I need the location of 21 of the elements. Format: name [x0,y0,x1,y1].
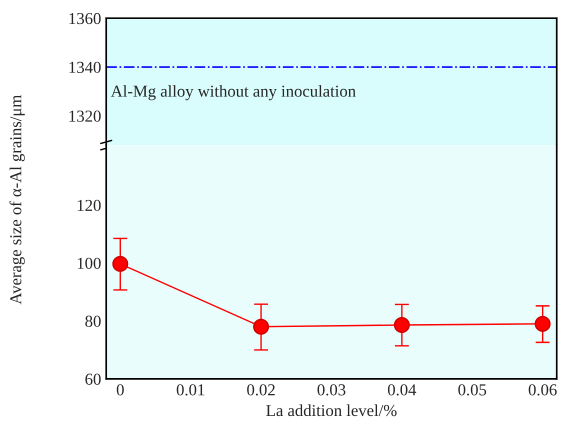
point [253,318,270,335]
x-tick-label: 0.05 [458,384,486,396]
y-tick-label: 80 [85,316,101,327]
y-tick-label: 1340 [69,62,101,73]
point [534,316,551,332]
y-tick-label: 1320 [69,110,101,122]
y-tick-label: 1360 [69,12,101,24]
x-tick-label: 0.03 [318,384,346,396]
point [394,317,410,333]
x-tick-label: 0.04 [388,384,416,396]
ref-line-label: Al-Mg alloy without any inoculation [110,85,356,100]
point [112,256,128,272]
y-tick-label: 100 [78,258,101,269]
x-tick-label: 0.01 [176,384,204,396]
y-tick-label: 120 [78,200,101,212]
x-tick-label: 0.06 [528,384,557,396]
y-tick-label: 60 [85,374,101,385]
x-axis-title: La addition level/% [266,404,397,416]
x-tick-label: 0 [116,384,124,396]
y-axis-title: Average size of α-Al grains/μm [9,94,25,304]
x-tick-label: 0.02 [247,384,275,396]
